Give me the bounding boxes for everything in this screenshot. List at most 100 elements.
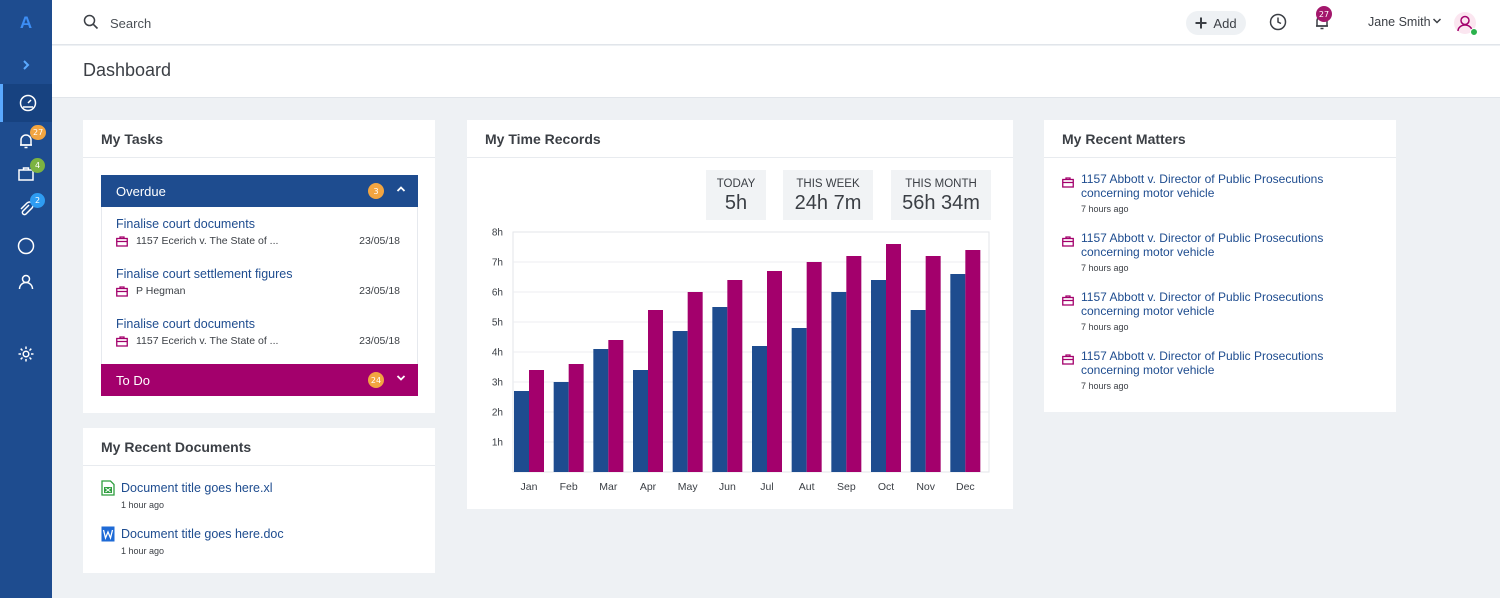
document-time: 1 hour ago [121, 546, 165, 556]
overdue-accordion-header[interactable]: Overdue 3 [101, 175, 418, 207]
stat-value: 5h [724, 192, 748, 214]
page-title: Dashboard [83, 60, 172, 80]
overdue-label: Overdue [116, 183, 166, 199]
sidebar-item-dashboard[interactable] [0, 84, 52, 122]
notifications-badge: 27 [30, 125, 47, 140]
task-item[interactable]: Finalise court documents 1157 Ecerich v.… [116, 317, 406, 349]
plus-icon [1195, 17, 1207, 29]
search-input[interactable] [110, 12, 410, 34]
stat-label: THIS WEEK [796, 178, 860, 190]
chart-bar [791, 328, 807, 472]
add-button[interactable]: Add [1186, 11, 1246, 35]
document-title[interactable]: Document title goes here.xl [121, 481, 273, 495]
chart-bar [553, 382, 569, 472]
recent-documents-card: My Recent Documents Document title goes … [83, 428, 435, 573]
todo-accordion-header[interactable]: To Do 24 [101, 364, 418, 396]
clock-icon[interactable] [1268, 12, 1288, 32]
chart-bar [608, 340, 624, 472]
sidebar: A 27 4 2 [0, 0, 52, 598]
page-header: Dashboard [52, 46, 1500, 98]
briefcase-icon [18, 167, 34, 181]
chart-bar [950, 274, 966, 472]
excel-file-icon [101, 480, 115, 496]
stat-value: 24h 7m [794, 192, 862, 214]
chart-bar [846, 256, 862, 472]
x-tick-label: Aut [799, 481, 815, 493]
chevron-down-icon[interactable] [1432, 17, 1442, 25]
chart-bar [767, 271, 782, 472]
chart-bar [925, 256, 941, 472]
recent-matters-card: My Recent Matters 1157 Abbott v. Directo… [1044, 120, 1396, 412]
app-logo[interactable]: A [19, 13, 33, 32]
time-records-chart: 1h 2h 3h 4h 5h 6h 7h 8h Jan Feb Mar Apr May Jun Jul Aut… [492, 228, 990, 493]
sidebar-item-settings[interactable] [0, 335, 52, 373]
briefcase-icon [116, 336, 128, 347]
y-tick-label: 3h [492, 378, 503, 389]
divider [467, 157, 1013, 158]
chart-bar [831, 292, 847, 472]
task-matter: 1157 Ecerich v. The State of ... [136, 335, 279, 347]
task-item[interactable]: Finalise court documents 1157 Ecerich v.… [116, 217, 406, 249]
my-tasks-card: My Tasks Overdue 3 Finalise court docume… [83, 120, 435, 413]
briefcase-icon [1062, 236, 1074, 247]
attachments-badge: 2 [30, 193, 45, 208]
chart-bar [672, 331, 688, 472]
top-bar: Add 27 Jane Smith [52, 0, 1500, 45]
stat-today: TODAY 5h [706, 170, 766, 220]
matter-time: 7 hours ago [1081, 263, 1129, 273]
briefcase-icon [1062, 177, 1074, 188]
chart-bar [529, 370, 544, 472]
x-tick-label: Feb [560, 481, 578, 493]
user-menu[interactable]: Jane Smith [1368, 15, 1431, 29]
task-matter: P Hegman [136, 285, 186, 297]
sidebar-item-notifications[interactable]: 27 [0, 122, 52, 160]
task-due-date: 23/05/18 [359, 235, 400, 247]
overdue-list [101, 207, 418, 364]
x-tick-label: Oct [878, 481, 894, 493]
task-title[interactable]: Finalise court documents [116, 217, 255, 231]
chart-bar [687, 292, 703, 472]
chart-bar [752, 346, 767, 472]
matter-time: 7 hours ago [1081, 381, 1129, 391]
stat-this-week: THIS WEEK 24h 7m [783, 170, 873, 220]
y-tick-label: 4h [492, 348, 503, 359]
divider [1044, 157, 1396, 158]
sidebar-item-attachments[interactable]: 2 [0, 190, 52, 228]
overdue-count-badge: 3 [368, 183, 384, 199]
sidebar-item-contacts[interactable] [0, 263, 52, 301]
online-status-dot [1470, 28, 1478, 36]
y-tick-label: 1h [492, 438, 503, 449]
x-tick-label: Apr [640, 481, 657, 493]
x-tick-label: Mar [599, 481, 618, 493]
chevron-down-icon [396, 375, 406, 381]
time-records-card: My Time Records TODAY 5h THIS WEEK 24h 7… [467, 120, 1013, 509]
bell-icon [20, 134, 32, 149]
chart-bar [886, 244, 901, 472]
briefcase-icon [116, 286, 128, 297]
x-tick-label: Jul [760, 481, 773, 493]
matter-title[interactable]: 1157 Abbott v. Director of Public Prosec… [1081, 231, 1324, 259]
chart-bar [965, 250, 981, 472]
stat-label: THIS MONTH [905, 178, 977, 190]
chart-bar [514, 391, 529, 472]
task-title[interactable]: Finalise court documents [116, 317, 255, 331]
task-title[interactable]: Finalise court settlement figures [116, 267, 293, 281]
matter-title[interactable]: 1157 Abbott v. Director of Public Prosec… [1081, 349, 1324, 377]
chart-bar [806, 262, 822, 472]
sidebar-item-matters[interactable]: 4 [0, 155, 52, 193]
dashboard-gauge-icon [19, 94, 36, 112]
matter-title[interactable]: 1157 Abbott v. Director of Public Prosec… [1081, 172, 1324, 200]
x-tick-label: Dec [956, 481, 975, 493]
add-button-label: Add [1213, 15, 1237, 31]
card-title: My Recent Matters [1062, 131, 1186, 147]
divider [83, 465, 435, 466]
briefcase-icon [116, 236, 128, 247]
expand-sidebar-button[interactable] [0, 46, 52, 84]
sidebar-item-time[interactable] [0, 227, 52, 265]
matter-title[interactable]: 1157 Abbott v. Director of Public Prosec… [1081, 290, 1324, 318]
chart-bar [910, 310, 926, 472]
task-item[interactable]: Finalise court settlement figures P Hegm… [116, 267, 406, 299]
document-title[interactable]: Document title goes here.doc [121, 527, 284, 541]
chart-bar [648, 310, 663, 472]
task-matter: 1157 Ecerich v. The State of ... [136, 235, 279, 247]
